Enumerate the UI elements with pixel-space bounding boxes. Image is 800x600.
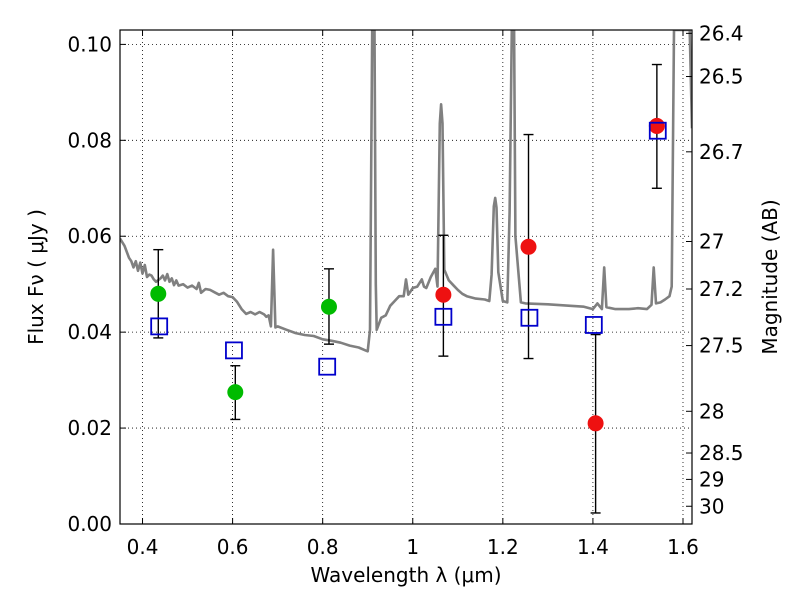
right-tick-label: 28.5 <box>699 441 744 465</box>
x-tick-label: 1.4 <box>577 535 609 559</box>
x-tick-label: 0.8 <box>307 535 339 559</box>
series-2-point <box>648 121 667 140</box>
series-2-point <box>520 308 539 327</box>
x-tick-label: 0.6 <box>217 535 249 559</box>
series-2-point <box>150 317 169 336</box>
y-tick-label: 0.00 <box>67 512 112 536</box>
right-tick-label: 29 <box>699 467 724 491</box>
right-tick-label: 27.2 <box>699 277 744 301</box>
right-tick-label: 30 <box>699 494 724 518</box>
series-1-point <box>587 415 604 432</box>
y-tick-label: 0.08 <box>67 128 112 152</box>
series-2-point <box>584 316 603 334</box>
x-tick-label: 0.4 <box>127 535 159 559</box>
series-2-point <box>318 357 337 376</box>
right-tick-label: 28 <box>699 399 724 423</box>
x-axis-label: Wavelength λ (μm) <box>310 563 501 587</box>
right-tick-label: 26.4 <box>699 21 744 45</box>
model-spectrum <box>120 30 692 353</box>
right-axis-label: Magnitude (AB) <box>758 199 782 354</box>
series-1-point <box>435 286 452 303</box>
axis-ticks: 0.4 0.6 0.8 1 1.2 1.4 1.6 0.00 0.02 0.04 0.06 0.08 0… <box>67 21 743 559</box>
y-tick-label: 0.02 <box>67 416 112 440</box>
x-tick-label: 1.6 <box>667 535 699 559</box>
series-0-point <box>150 285 167 302</box>
right-tick-label: 26.7 <box>699 140 744 164</box>
x-tick-label: 1 <box>406 535 419 559</box>
series-1-point <box>520 238 537 255</box>
series-2-point <box>225 341 243 360</box>
series-1-point <box>648 117 665 134</box>
series-0-point <box>227 384 244 401</box>
right-tick-label: 26.5 <box>699 65 744 89</box>
grid-lines <box>120 30 692 524</box>
data-points <box>150 63 667 514</box>
series-0-point <box>320 298 337 315</box>
plot-frame <box>119 29 693 525</box>
y-tick-label: 0.10 <box>67 32 112 56</box>
y-tick-label: 0.04 <box>67 320 112 344</box>
series-2-point <box>434 307 453 326</box>
x-tick-label: 1.2 <box>487 535 519 559</box>
right-tick-label: 27 <box>699 230 724 254</box>
right-tick-label: 27.5 <box>699 334 744 358</box>
model-spectrum-line <box>120 30 692 353</box>
y-tick-label: 0.06 <box>67 224 112 248</box>
y-axis-label: Flux Fν ( μJy ) <box>24 209 48 345</box>
